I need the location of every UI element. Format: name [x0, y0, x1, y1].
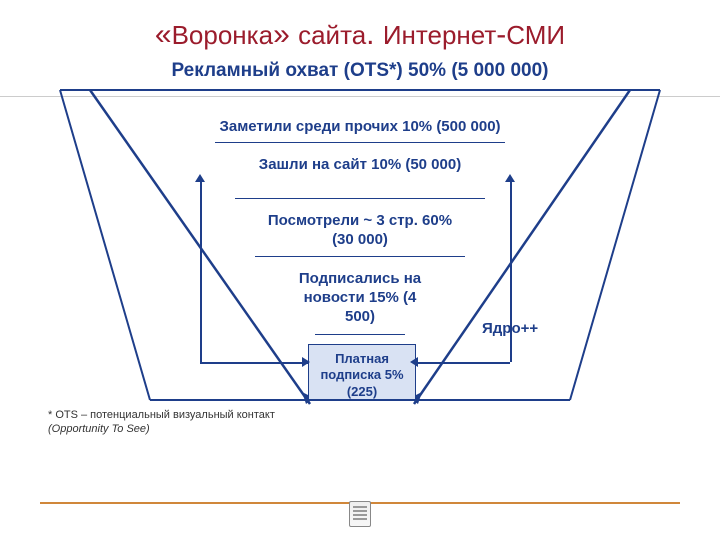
document-icon [349, 501, 371, 527]
feedback-right-arrow-up [505, 174, 515, 182]
paid-box: Платная подписка 5% (225) [308, 344, 416, 400]
title-dot: . [366, 18, 383, 51]
title-word1: Воронка [172, 20, 274, 50]
stage-2-text: Зашли на сайт 10% (50 000) [259, 156, 461, 173]
stage-1-text: Заметили среди прочих 10% (500 000) [219, 118, 500, 135]
footnote: * OTS – потенциальный визуальный контакт… [48, 408, 275, 437]
stage-3-text: Посмотрели ~ 3 стр. 60% (30 000) [268, 212, 452, 248]
stage-2: Зашли на сайт 10% (50 000) [0, 156, 720, 175]
stage-4: Подписались на новости 15% (4 500) [0, 270, 720, 326]
title-word4: СМИ [506, 20, 565, 50]
stage-4-divider [315, 334, 405, 335]
stage-1: Заметили среди прочих 10% (500 000) [0, 118, 720, 137]
feedback-right-horizontal [416, 362, 510, 364]
feedback-right-vertical [510, 180, 512, 362]
stage-2-divider [235, 198, 485, 199]
paid-box-text: Платная подписка 5% (225) [320, 351, 403, 399]
feedback-left-vertical [200, 180, 202, 362]
headline: Рекламный охват (OTS*) 50% (5 000 000) [0, 60, 720, 82]
footnote-line2: (Opportunity To See) [48, 422, 275, 436]
stage-4-text: Подписались на новости 15% (4 500) [299, 270, 421, 325]
stage-1-divider [215, 142, 505, 143]
title-quote-close-mid: » [273, 18, 298, 51]
footer-icon-wrap [0, 501, 720, 532]
footnote-line1: * OTS – потенциальный визуальный контакт [48, 408, 275, 422]
feedback-left-arrow-right [302, 357, 310, 367]
feedback-left-arrow-up [195, 174, 205, 182]
stage-3: Посмотрели ~ 3 стр. 60% (30 000) [0, 212, 720, 250]
stage-3-divider [255, 256, 465, 257]
page-title: «Воронка» сайта. Интернет-СМИ [0, 18, 720, 52]
bg-rule [0, 96, 720, 97]
title-quote-open: « [155, 18, 172, 51]
title-dash: - [496, 18, 506, 51]
title-word3: Интернет [383, 20, 496, 50]
feedback-right-arrow-left [410, 357, 418, 367]
title-word2: сайта [298, 20, 366, 50]
feedback-left-horizontal [200, 362, 308, 364]
